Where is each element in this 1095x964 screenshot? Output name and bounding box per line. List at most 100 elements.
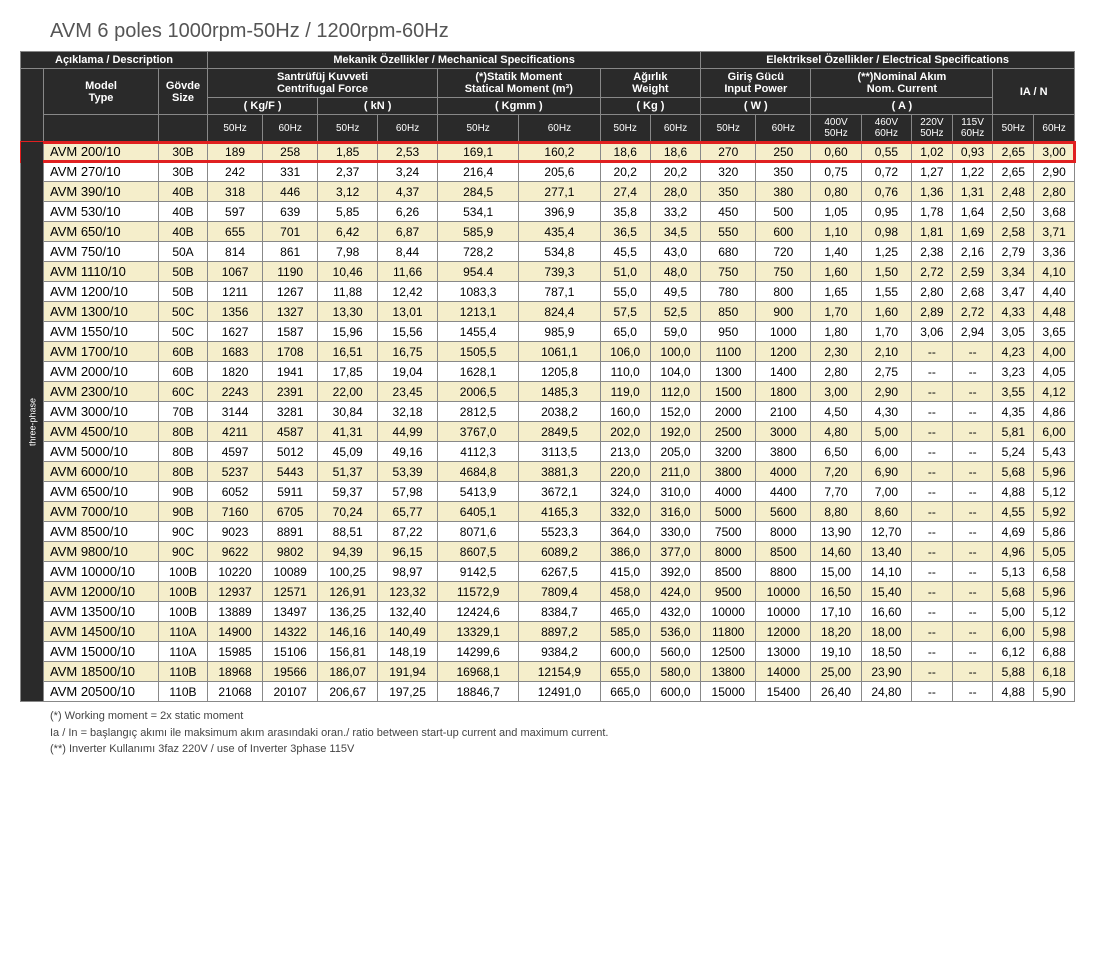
cell-model: AVM 1110/10 [44,262,159,282]
cell-value: 435,4 [519,222,600,242]
cell-value: -- [912,682,953,702]
cell-value: 1627 [208,322,263,342]
cell-value: 665,0 [600,682,650,702]
cell-value: 10000 [701,602,756,622]
cell-value: 4400 [756,482,811,502]
cell-value: 500 [756,202,811,222]
cell-value: 1,70 [861,322,911,342]
cell-value: 8500 [756,542,811,562]
cell-value: 5,96 [1034,582,1075,602]
cell-value: 7,00 [861,482,911,502]
cell-value: 146,16 [318,622,378,642]
table-row: AVM 4500/1080B4211458741,3144,993767,028… [21,422,1075,442]
cell-value: 1213,1 [438,302,519,322]
cell-value: 5000 [701,502,756,522]
cell-value: 6267,5 [519,562,600,582]
cell-value: 465,0 [600,602,650,622]
cell-value: 1683 [208,342,263,362]
cell-value: 2,72 [952,302,993,322]
cell-value: 1,81 [912,222,953,242]
cell-size: 110B [159,662,208,682]
table-row: AVM 13500/10100B1388913497136,25132,4012… [21,602,1075,622]
cell-value: 1267 [263,282,318,302]
cell-model: AVM 3000/10 [44,402,159,422]
cell-value: 1455,4 [438,322,519,342]
cell-value: 780 [701,282,756,302]
cell-model: AVM 9800/10 [44,542,159,562]
table-row: AVM 18500/10110B1896819566186,07191,9416… [21,662,1075,682]
cell-value: -- [912,402,953,422]
cell-value: 205,6 [519,162,600,182]
cell-value: 8,60 [861,502,911,522]
cell-value: 1400 [756,362,811,382]
table-row: AVM 650/1040B6557016,426,87585,9435,436,… [21,222,1075,242]
cell-value: 2,37 [318,162,378,182]
cell-value: 8897,2 [519,622,600,642]
cell-value: 0,98 [861,222,911,242]
cell-value: 12154,9 [519,662,600,682]
cell-value: 2,48 [993,182,1034,202]
cell-value: 1205,8 [519,362,600,382]
cell-value: 1,36 [912,182,953,202]
cell-size: 90C [159,522,208,542]
cell-value: 5,81 [993,422,1034,442]
cell-value: 4,33 [993,302,1034,322]
cell-value: 316,0 [650,502,700,522]
cell-value: 110,0 [600,362,650,382]
cell-value: 19,10 [811,642,861,662]
cell-value: 19566 [263,662,318,682]
cell-value: -- [952,442,993,462]
cell-value: 432,0 [650,602,700,622]
cell-value: 24,80 [861,682,911,702]
cell-value: 13,90 [811,522,861,542]
cell-value: 450 [701,202,756,222]
cell-value: 20,2 [600,162,650,182]
cell-value: 2243 [208,382,263,402]
cell-value: -- [952,542,993,562]
cell-value: 5,96 [1034,462,1075,482]
sub-5: 60Hz [519,115,600,142]
cell-value: 5,85 [318,202,378,222]
cell-size: 60B [159,362,208,382]
cell-value: 4597 [208,442,263,462]
cell-value: 1,05 [811,202,861,222]
cell-value: 45,09 [318,442,378,462]
cell-model: AVM 13500/10 [44,602,159,622]
cell-value: 57,98 [378,482,438,502]
spec-table: Açıklama / Description Mekanik Özellikle… [20,51,1075,702]
cell-value: 6405,1 [438,502,519,522]
cell-value: 800 [756,282,811,302]
cell-value: 100,0 [650,342,700,362]
cell-value: 3,71 [1034,222,1075,242]
cell-value: 169,1 [438,142,519,162]
cell-value: 3,65 [1034,322,1075,342]
cell-value: 1083,3 [438,282,519,302]
cell-value: 15000 [701,682,756,702]
cell-value: 186,07 [318,662,378,682]
cell-value: 5,68 [993,462,1034,482]
cell-value: -- [912,362,953,382]
cell-value: 13000 [756,642,811,662]
sub-12: 220V50Hz [912,115,953,142]
cell-value: 1100 [701,342,756,362]
cell-model: AVM 1200/10 [44,282,159,302]
cell-value: 0,72 [861,162,911,182]
footnote-1: (*) Working moment = 2x static moment [50,708,1075,725]
cell-value: 94,39 [318,542,378,562]
cell-value: -- [952,502,993,522]
sub-7: 60Hz [650,115,700,142]
table-row: AVM 1550/1050C1627158715,9615,561455,498… [21,322,1075,342]
cell-value: 728,2 [438,242,519,262]
cell-value: 600,0 [650,682,700,702]
page-title: AVM 6 poles 1000rpm-50Hz / 1200rpm-60Hz [20,20,1075,43]
cell-value: -- [952,562,993,582]
cell-value: 3800 [701,462,756,482]
cell-value: 2,58 [993,222,1034,242]
cell-model: AVM 270/10 [44,162,159,182]
cell-value: 4,30 [861,402,911,422]
cell-model: AVM 1550/10 [44,322,159,342]
table-row: AVM 530/1040B5976395,856,26534,1396,935,… [21,202,1075,222]
cell-value: 8800 [756,562,811,582]
cell-value: 585,9 [438,222,519,242]
cell-value: 1,69 [952,222,993,242]
